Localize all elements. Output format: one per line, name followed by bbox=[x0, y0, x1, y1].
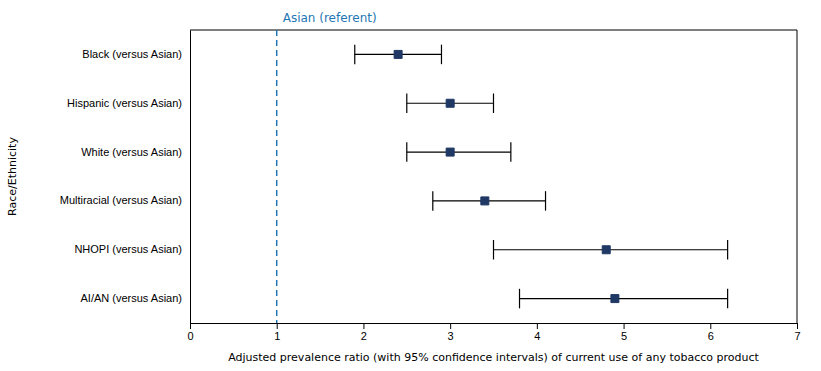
frame bbox=[190, 30, 797, 31]
tick: 1 bbox=[274, 323, 280, 342]
error-cap bbox=[406, 93, 407, 113]
error-bar-group bbox=[494, 240, 728, 260]
error-cap bbox=[519, 289, 520, 309]
tick-label: Black (versus Asian) bbox=[82, 48, 182, 60]
tick: AI/AN (versus Asian) bbox=[81, 292, 182, 304]
error-bar-group bbox=[355, 45, 442, 65]
tick-label: 7 bbox=[794, 330, 800, 342]
tick-mark bbox=[537, 323, 538, 329]
error-bar-group bbox=[407, 142, 511, 162]
tick: White (versus Asian) bbox=[81, 146, 182, 158]
error-cap bbox=[432, 191, 433, 211]
error-bar-group bbox=[433, 191, 546, 211]
tick-label: 1 bbox=[274, 330, 280, 342]
tick-label: AI/AN (versus Asian) bbox=[81, 292, 182, 304]
error-cap bbox=[354, 45, 355, 65]
tick: 6 bbox=[708, 323, 714, 342]
error-bar-group bbox=[520, 289, 728, 309]
error-cap bbox=[727, 289, 728, 309]
error-bar bbox=[520, 298, 728, 299]
axis-domain bbox=[191, 324, 798, 330]
y-axis-title: Race/Ethnicity bbox=[6, 137, 19, 216]
tick: NHOPI (versus Asian) bbox=[74, 243, 182, 255]
tick-label: 5 bbox=[621, 330, 627, 342]
tick-label: NHOPI (versus Asian) bbox=[74, 243, 182, 255]
points bbox=[394, 50, 619, 302]
tick: Hispanic (versus Asian) bbox=[67, 97, 182, 109]
tick: 3 bbox=[448, 323, 454, 342]
tick-mark bbox=[277, 323, 278, 329]
tick: 4 bbox=[534, 323, 540, 342]
tick-label: 4 bbox=[534, 330, 540, 342]
point-estimate bbox=[481, 197, 489, 205]
point-estimate bbox=[602, 246, 610, 254]
tick-label: Multiracial (versus Asian) bbox=[60, 194, 182, 206]
error-cap bbox=[406, 142, 407, 162]
point-estimate bbox=[394, 50, 402, 58]
error-cap bbox=[545, 191, 546, 211]
reference-label: Asian (referent) bbox=[283, 11, 377, 25]
frame bbox=[797, 30, 798, 323]
axis-domain bbox=[190, 31, 191, 324]
tick: 0 bbox=[187, 323, 193, 342]
error-cap bbox=[493, 240, 494, 260]
chart: 0 1 2 3 4 5 6 7 Black (versus Asian) Hispanic (ve… bbox=[0, 0, 821, 371]
error-cap bbox=[510, 142, 511, 162]
tick: 7 bbox=[794, 323, 800, 342]
tick-mark bbox=[797, 323, 798, 329]
tick-mark bbox=[710, 323, 711, 329]
tick-mark bbox=[450, 323, 451, 329]
tick: Black (versus Asian) bbox=[82, 48, 182, 60]
point-estimate bbox=[611, 295, 619, 303]
point-estimate bbox=[446, 99, 454, 107]
tick-label: White (versus Asian) bbox=[81, 146, 182, 158]
tick: 2 bbox=[361, 323, 367, 342]
x-axis: 0 1 2 3 4 5 6 7 bbox=[187, 323, 800, 342]
plot-area bbox=[277, 30, 728, 323]
tick-label: Hispanic (versus Asian) bbox=[67, 97, 182, 109]
point-estimate bbox=[446, 148, 454, 156]
error-bars bbox=[355, 45, 728, 309]
tick-mark bbox=[190, 323, 191, 329]
y-axis: Black (versus Asian) Hispanic (versus Asi… bbox=[60, 31, 191, 324]
tick-mark bbox=[363, 323, 364, 329]
error-cap bbox=[727, 240, 728, 260]
tick-label: 0 bbox=[187, 330, 193, 342]
error-cap bbox=[441, 45, 442, 65]
tick-mark bbox=[624, 323, 625, 329]
error-cap bbox=[493, 93, 494, 113]
tick-label: 6 bbox=[708, 330, 714, 342]
error-bar-group bbox=[407, 93, 494, 113]
tick: 5 bbox=[621, 323, 627, 342]
tick-label: 2 bbox=[361, 330, 367, 342]
tick-label: 3 bbox=[448, 330, 454, 342]
tick: Multiracial (versus Asian) bbox=[60, 194, 182, 206]
error-bar bbox=[407, 151, 511, 152]
x-axis-title: Adjusted prevalence ratio (with 95% conf… bbox=[228, 351, 759, 364]
reference-line bbox=[276, 30, 278, 323]
